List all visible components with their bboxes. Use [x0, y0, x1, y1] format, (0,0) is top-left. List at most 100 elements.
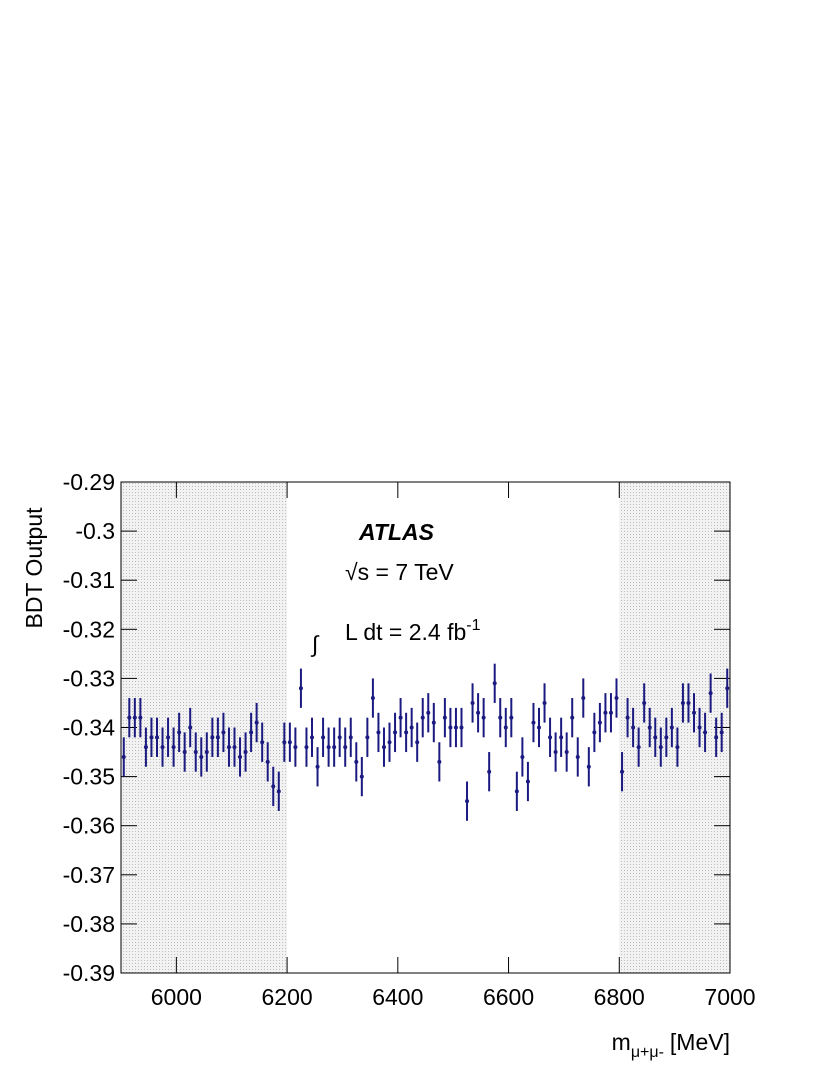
- x-tick-label: 6400: [372, 984, 423, 1010]
- data-point: [121, 754, 126, 759]
- x-label-sub: μ+μ-: [631, 1044, 664, 1061]
- data-point: [642, 700, 647, 705]
- data-point: [215, 735, 220, 740]
- data-point: [132, 715, 137, 720]
- x-tick-label: 6000: [151, 984, 202, 1010]
- data-point: [315, 764, 320, 769]
- data-point: [597, 720, 602, 725]
- data-point: [199, 754, 204, 759]
- data-point: [232, 745, 237, 750]
- x-axis-label: mμ+μ- [MeV]: [612, 1029, 730, 1061]
- data-point: [354, 759, 359, 764]
- shaded-region: [121, 482, 288, 973]
- data-point: [149, 735, 154, 740]
- data-point: [420, 715, 425, 720]
- data-point: [381, 745, 386, 750]
- data-point: [238, 754, 243, 759]
- data-point: [542, 700, 547, 705]
- data-point: [143, 745, 148, 750]
- data-point: [332, 745, 337, 750]
- x-tick-label: 6200: [262, 984, 313, 1010]
- data-point: [448, 725, 453, 730]
- data-point: [193, 750, 198, 755]
- data-point: [287, 740, 292, 745]
- data-point: [514, 789, 519, 794]
- data-point: [304, 745, 309, 750]
- data-point: [536, 725, 541, 730]
- y-tick-label: -0.37: [63, 862, 115, 888]
- data-point: [409, 725, 414, 730]
- y-tick-label: -0.29: [63, 469, 115, 495]
- data-point: [154, 735, 159, 740]
- data-point: [476, 710, 481, 715]
- data-point: [481, 715, 486, 720]
- integral-sign: ∫: [310, 631, 320, 657]
- data-point: [404, 730, 409, 735]
- data-point: [708, 691, 713, 696]
- data-point: [210, 735, 215, 740]
- data-point: [520, 754, 525, 759]
- data-point: [603, 710, 608, 715]
- data-point: [426, 710, 431, 715]
- data-point: [321, 735, 326, 740]
- data-point: [581, 696, 586, 701]
- data-point: [293, 745, 298, 750]
- data-point: [620, 769, 625, 774]
- x-tick-label: 6800: [594, 984, 645, 1010]
- y-tick-label: -0.38: [63, 911, 115, 937]
- data-point: [503, 725, 508, 730]
- data-point: [553, 750, 558, 755]
- data-point: [260, 740, 265, 745]
- data-point: [160, 745, 165, 750]
- data-point: [669, 725, 674, 730]
- energy-label: √s = 7 TeV: [345, 559, 454, 585]
- data-point: [525, 779, 530, 784]
- data-point: [697, 725, 702, 730]
- data-point: [714, 735, 719, 740]
- data-point: [575, 754, 580, 759]
- data-point: [686, 700, 691, 705]
- data-point: [343, 745, 348, 750]
- data-point: [487, 769, 492, 774]
- data-point: [531, 720, 536, 725]
- y-tick-label: -0.3: [75, 518, 115, 544]
- data-point: [703, 730, 708, 735]
- data-point: [647, 725, 652, 730]
- data-point: [592, 730, 597, 735]
- y-tick-label: -0.36: [63, 813, 115, 839]
- x-label-unit: [MeV]: [670, 1029, 730, 1055]
- data-point: [470, 700, 475, 705]
- data-point: [653, 735, 658, 740]
- y-axis-label: BDT Output: [21, 507, 47, 629]
- lumi-label: L dt = 2.4 fb-1: [345, 617, 481, 645]
- data-point: [442, 715, 447, 720]
- data-point: [221, 730, 226, 735]
- data-point: [271, 784, 276, 789]
- experiment-label: ATLAS: [358, 519, 435, 545]
- data-point: [636, 745, 641, 750]
- data-point: [453, 725, 458, 730]
- y-tick-label: -0.34: [63, 715, 116, 741]
- data-point: [625, 715, 630, 720]
- data-point: [282, 740, 287, 745]
- data-point: [249, 730, 254, 735]
- data-point: [171, 745, 176, 750]
- y-tick-label: -0.39: [63, 960, 115, 986]
- data-point: [337, 735, 342, 740]
- data-point: [459, 725, 464, 730]
- data-point: [675, 745, 680, 750]
- x-label-main: m: [612, 1029, 631, 1055]
- x-tick-label: 6600: [483, 984, 534, 1010]
- data-point: [608, 710, 613, 715]
- data-point: [182, 750, 187, 755]
- data-point: [564, 750, 569, 755]
- data-point: [680, 700, 685, 705]
- data-point: [188, 725, 193, 730]
- data-point: [298, 686, 303, 691]
- data-point: [204, 750, 209, 755]
- data-point: [243, 750, 248, 755]
- data-point: [398, 715, 403, 720]
- data-point: [393, 730, 398, 735]
- data-point: [370, 696, 375, 701]
